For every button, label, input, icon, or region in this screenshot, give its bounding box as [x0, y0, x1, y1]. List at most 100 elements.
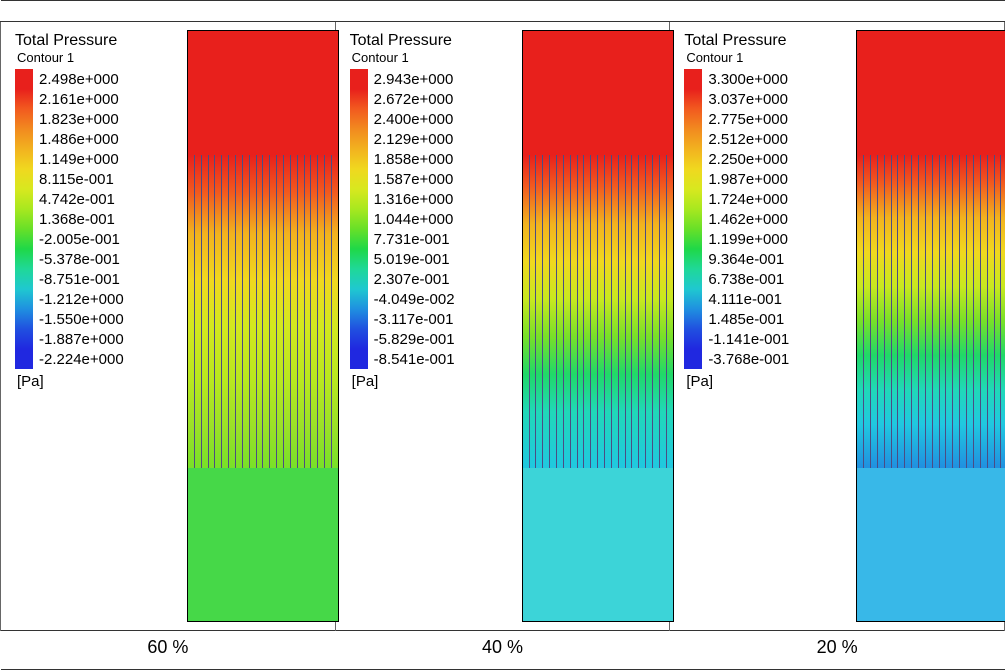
- legend-value: 1.316e+000: [374, 191, 454, 208]
- legend-subtitle: Contour 1: [17, 50, 175, 65]
- color-swatch: [15, 109, 33, 129]
- legend-value: 2.512e+000: [708, 131, 788, 148]
- color-swatch: [350, 309, 368, 329]
- color-swatch: [350, 229, 368, 249]
- legend-value: 1.149e+000: [39, 151, 119, 168]
- color-swatch: [350, 269, 368, 289]
- legend-value: 4.742e-001: [39, 191, 115, 208]
- color-swatch: [350, 109, 368, 129]
- legend-value: -2.005e-001: [39, 231, 120, 248]
- color-swatch: [684, 169, 702, 189]
- legend-value: 2.250e+000: [708, 151, 788, 168]
- legend-value: 2.129e+000: [374, 131, 454, 148]
- color-swatch: [15, 249, 33, 269]
- contour-plot: [518, 22, 670, 630]
- legend-title: Total Pressure: [350, 32, 510, 50]
- color-swatch: [15, 169, 33, 189]
- contour-plot: [183, 22, 335, 630]
- legend-value: -2.224e+000: [39, 351, 124, 368]
- panel-caption: 40 %: [335, 631, 670, 670]
- color-swatch: [684, 309, 702, 329]
- legend-value: 1.368e-001: [39, 211, 115, 228]
- color-swatch: [350, 209, 368, 229]
- color-swatch: [15, 329, 33, 349]
- panel-2: Total PressureContour 1 3.300e+000 3.037e+…: [670, 22, 1004, 630]
- color-swatch: [15, 189, 33, 209]
- panel-caption: 20 %: [670, 631, 1005, 670]
- legend-value: -3.117e-001: [374, 311, 454, 328]
- legend-value: 3.037e+000: [708, 91, 788, 108]
- figure-table: Total PressureContour 12.498e+0002.161e+…: [0, 0, 1005, 670]
- legend-value: 1.587e+000: [374, 171, 454, 188]
- color-swatch: [15, 209, 33, 229]
- legend-value: 2.943e+000: [374, 71, 454, 88]
- color-swatch: [350, 129, 368, 149]
- legend-value: 1.044e+000: [374, 211, 454, 228]
- color-swatch: [15, 129, 33, 149]
- color-swatch: [350, 169, 368, 189]
- color-swatch: [684, 269, 702, 289]
- color-swatch: [684, 109, 702, 129]
- legend-value: 7.731e-001: [374, 231, 450, 248]
- legend-value: 2.672e+000: [374, 91, 454, 108]
- color-swatch: [350, 329, 368, 349]
- color-swatch: [15, 149, 33, 169]
- legend-value: -3.768e-001: [708, 351, 789, 368]
- color-swatch: [684, 289, 702, 309]
- color-swatch: [15, 349, 33, 369]
- legend-value: -1.887e+000: [39, 331, 124, 348]
- panel-0: Total PressureContour 1 2.498e+0002.161e+…: [1, 22, 335, 630]
- legend-unit: [Pa]: [17, 373, 175, 390]
- legend-title: Total Pressure: [15, 32, 175, 50]
- colorbar: 2.943e+000 2.672e+000 2.400e+000 2.129e+000…: [350, 69, 510, 369]
- contour-plot: [852, 22, 1004, 630]
- color-swatch: [350, 289, 368, 309]
- color-swatch: [684, 229, 702, 249]
- panel-1: Total PressureContour 1 2.943e+000 2.672e+…: [336, 22, 670, 630]
- color-swatch: [684, 349, 702, 369]
- color-swatch: [15, 289, 33, 309]
- color-swatch: [684, 89, 702, 109]
- legend-value: -1.212e+000: [39, 291, 124, 308]
- color-swatch: [15, 69, 33, 89]
- color-swatch: [15, 229, 33, 249]
- legend-unit: [Pa]: [686, 373, 844, 390]
- color-swatch: [350, 349, 368, 369]
- color-swatch: [15, 269, 33, 289]
- color-swatch: [350, 189, 368, 209]
- legend: Total PressureContour 1 3.300e+000 3.037e+…: [670, 22, 852, 630]
- legend-subtitle: Contour 1: [352, 50, 510, 65]
- legend-value: -1.550e+000: [39, 311, 124, 328]
- color-swatch: [684, 189, 702, 209]
- legend-value: 5.019e-001: [374, 251, 450, 268]
- colorbar: 2.498e+0002.161e+0001.823e+0001.486e+000…: [15, 69, 175, 369]
- legend-value: 1.858e+000: [374, 151, 454, 168]
- legend-value: 1.486e+000: [39, 131, 119, 148]
- legend-value: -5.378e-001: [39, 251, 120, 268]
- colorbar: 3.300e+0003.037e+0002.775e+0002.512e+000…: [684, 69, 844, 369]
- legend-value: 3.300e+000: [708, 71, 788, 88]
- legend-value: 1.724e+000: [708, 191, 788, 208]
- color-swatch: [684, 329, 702, 349]
- legend-value: 8.115e-001: [39, 171, 114, 188]
- color-swatch: [350, 249, 368, 269]
- legend-value: -5.829e-001: [374, 331, 455, 348]
- legend-title: Total Pressure: [684, 32, 844, 50]
- legend-subtitle: Contour 1: [686, 50, 844, 65]
- legend-value: 2.498e+000: [39, 71, 119, 88]
- legend-value: 1.462e+000: [708, 211, 788, 228]
- legend-value: 9.364e-001: [708, 251, 784, 268]
- legend-value: 1.987e+000: [708, 171, 788, 188]
- color-swatch: [684, 149, 702, 169]
- legend-value: -4.049e-002: [374, 291, 455, 308]
- color-swatch: [684, 249, 702, 269]
- panel-caption: 60 %: [1, 631, 336, 670]
- color-swatch: [15, 309, 33, 329]
- legend-value: 1.485e-001: [708, 311, 784, 328]
- legend: Total PressureContour 1 2.498e+0002.161e+…: [1, 22, 183, 630]
- color-swatch: [15, 89, 33, 109]
- color-swatch: [684, 209, 702, 229]
- legend-value: 2.400e+000: [374, 111, 454, 128]
- legend-value: -1.141e-001: [708, 331, 789, 348]
- legend-value: 4.111e-001: [708, 291, 782, 308]
